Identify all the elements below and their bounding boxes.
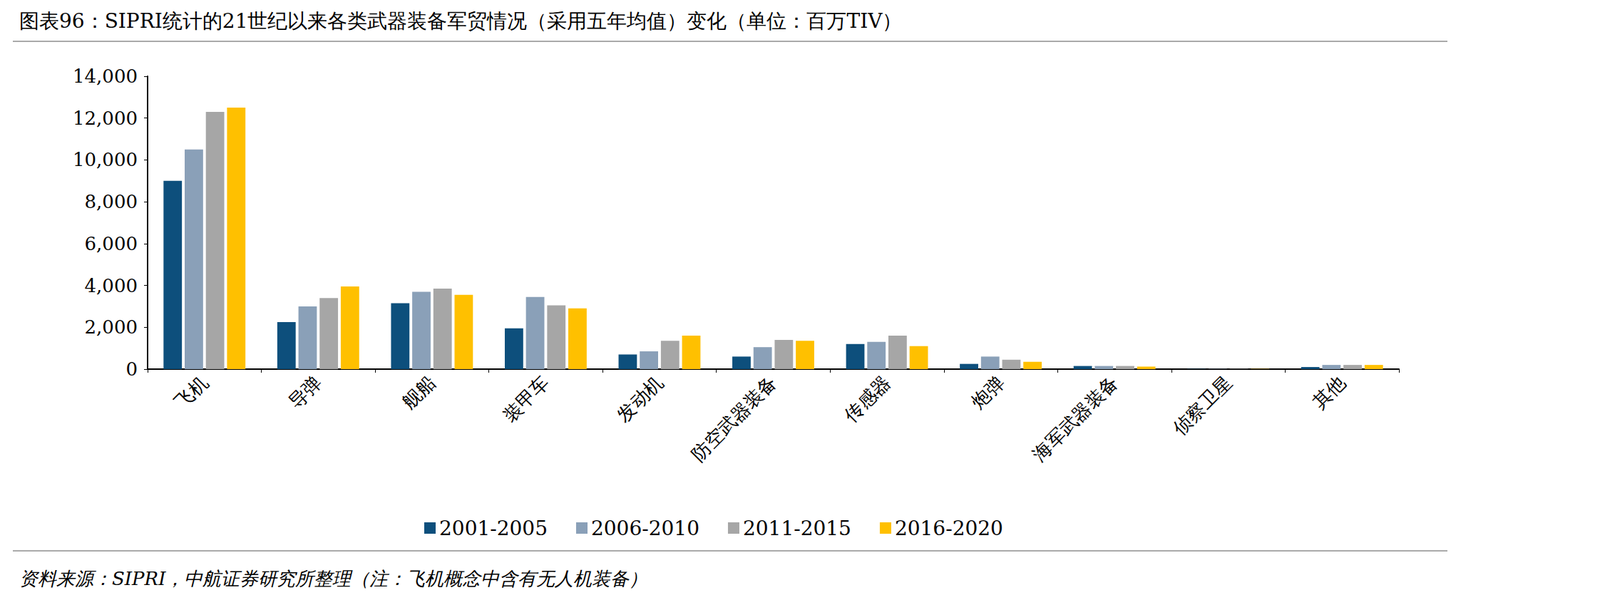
svg-text:舰船: 舰船 xyxy=(397,371,440,413)
svg-text:0: 0 xyxy=(125,358,138,381)
svg-text:2001-2005: 2001-2005 xyxy=(439,516,548,541)
svg-text:12,000: 12,000 xyxy=(72,107,138,130)
svg-text:8,000: 8,000 xyxy=(84,191,138,213)
svg-text:防空武器装备: 防空武器装备 xyxy=(687,371,782,466)
svg-text:6,000: 6,000 xyxy=(84,233,138,255)
svg-text:传感器: 传感器 xyxy=(839,371,895,426)
svg-text:炮弹: 炮弹 xyxy=(966,371,1009,413)
svg-text:图表96：SIPRI统计的21世纪以来各类武器装备军贸情况（: 图表96：SIPRI统计的21世纪以来各类武器装备军贸情况（采用五年均值）变化（… xyxy=(19,9,902,33)
svg-text:海军武器装备: 海军武器装备 xyxy=(1028,371,1123,466)
svg-text:飞机: 飞机 xyxy=(170,371,212,413)
svg-text:2,000: 2,000 xyxy=(84,316,138,338)
svg-text:资料来源：SIPRI，中航证券研究所整理（注：飞机概念中含有: 资料来源：SIPRI，中航证券研究所整理（注：飞机概念中含有无人机装备） xyxy=(19,568,648,590)
svg-text:10,000: 10,000 xyxy=(72,149,138,171)
svg-text:导弹: 导弹 xyxy=(284,371,326,413)
svg-text:14,000: 14,000 xyxy=(72,65,138,87)
svg-text:侦察卫星: 侦察卫星 xyxy=(1167,371,1236,440)
svg-text:2006-2010: 2006-2010 xyxy=(591,516,700,541)
svg-text:2011-2015: 2011-2015 xyxy=(742,516,852,541)
svg-text:2016-2020: 2016-2020 xyxy=(894,516,1004,541)
svg-text:装甲车: 装甲车 xyxy=(499,371,554,426)
svg-text:4,000: 4,000 xyxy=(84,275,138,297)
svg-text:其他: 其他 xyxy=(1308,371,1350,413)
svg-text:发动机: 发动机 xyxy=(612,371,667,426)
